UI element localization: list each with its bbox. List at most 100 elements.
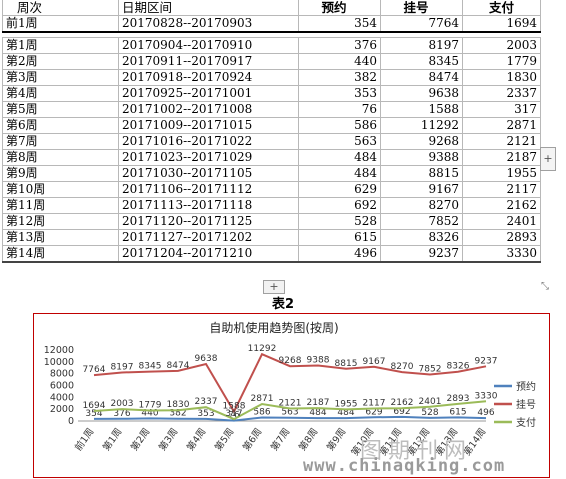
cell-date-range: 20170918--20170924 xyxy=(118,69,299,86)
data-label: 7852 xyxy=(419,365,442,375)
cell-date-range: 20171002--20171008 xyxy=(118,101,299,118)
cell-registration: 8197 xyxy=(380,37,463,54)
data-label: 9237 xyxy=(475,356,498,366)
data-label: 528 xyxy=(421,408,438,418)
data-label: 484 xyxy=(337,408,354,418)
cell-week: 第12周 xyxy=(2,213,119,230)
table-resize-handle[interactable]: ⤡ xyxy=(541,281,549,292)
data-label: 376 xyxy=(113,409,130,419)
table-header-row: 周次 日期区间 预约 挂号 支付 xyxy=(2,0,541,16)
cell-week: 第11周 xyxy=(2,197,119,214)
cell-appointment: 496 xyxy=(298,245,381,263)
data-label: 586 xyxy=(253,408,270,418)
cell-date-range: 20171120--20171125 xyxy=(118,213,299,230)
legend-label: 预约 xyxy=(516,380,536,393)
data-label: 2162 xyxy=(391,398,414,408)
cell-appointment: 484 xyxy=(298,149,381,166)
cell-registration: 7852 xyxy=(380,213,463,230)
cell-week: 第13周 xyxy=(2,229,119,246)
y-tick-label: 8000 xyxy=(50,369,74,380)
table-row: 第1周 20170904--20170910 376 8197 2003 xyxy=(2,37,541,54)
data-label: 317 xyxy=(225,409,242,419)
cell-registration: 9638 xyxy=(380,85,463,102)
cell-week: 第5周 xyxy=(2,101,119,118)
cell-registration: 11292 xyxy=(380,117,463,134)
data-label: 484 xyxy=(309,408,326,418)
data-label: 629 xyxy=(365,407,382,417)
y-tick-label: 6000 xyxy=(50,381,74,392)
x-tick-label: 第6周 xyxy=(240,426,264,453)
table-row: 第12周 20171120--20171125 528 7852 2401 xyxy=(2,213,541,230)
data-label: 2871 xyxy=(251,394,274,404)
table-row: 第8周 20171023--20171029 484 9388 2187 xyxy=(2,149,541,166)
cell-payment: 1830 xyxy=(462,69,541,86)
table-row: 第14周 20171204--20171210 496 9237 3330 xyxy=(2,245,541,263)
header-registration: 挂号 xyxy=(380,0,463,16)
cell-registration: 9167 xyxy=(380,181,463,198)
cell-week: 第7周 xyxy=(2,133,119,150)
cell-date-range: 20170904--20170910 xyxy=(118,37,299,54)
cell-payment: 2337 xyxy=(462,85,541,102)
cell-registration: 7764 xyxy=(380,15,463,33)
table-row: 第6周 20171009--20171015 586 11292 2871 xyxy=(2,117,541,134)
data-label: 1588 xyxy=(223,402,246,412)
cell-payment: 2121 xyxy=(462,133,541,150)
data-label: 8270 xyxy=(391,362,414,372)
y-tick-label: 0 xyxy=(68,416,74,427)
y-tick-label: 4000 xyxy=(50,392,74,403)
x-tick-label: 第2周 xyxy=(128,426,152,453)
cell-appointment: 484 xyxy=(298,165,381,182)
cell-payment: 317 xyxy=(462,101,541,118)
add-column-button[interactable]: + xyxy=(540,147,556,171)
data-label: 563 xyxy=(281,408,298,418)
cell-registration: 9388 xyxy=(380,149,463,166)
cell-date-range: 20171106--20171112 xyxy=(118,181,299,198)
data-label: 9388 xyxy=(307,355,330,365)
data-label: 1955 xyxy=(335,399,358,409)
trend-chart-frame: 自助机使用趋势图(按周) 0 2000 4000 6000 8000 10000 12000 前… xyxy=(33,313,550,478)
data-label: 354 xyxy=(85,409,102,419)
cell-date-range: 20171009--20171015 xyxy=(118,117,299,134)
x-tick-label: 第8周 xyxy=(296,426,320,453)
data-label: 382 xyxy=(169,409,186,419)
data-label: 2117 xyxy=(363,398,386,408)
cell-appointment: 615 xyxy=(298,229,381,246)
data-label: 1830 xyxy=(167,400,190,410)
cell-week: 第6周 xyxy=(2,117,119,134)
cell-appointment: 382 xyxy=(298,69,381,86)
data-label: 1694 xyxy=(83,401,106,411)
table-row: 第7周 20171016--20171022 563 9268 2121 xyxy=(2,133,541,150)
cell-appointment: 354 xyxy=(298,15,381,33)
cell-payment: 1955 xyxy=(462,165,541,182)
data-label: 2337 xyxy=(195,397,218,407)
data-label: 2187 xyxy=(307,398,330,408)
table-row: 第9周 20171030--20171105 484 8815 1955 xyxy=(2,165,541,182)
data-label: 2121 xyxy=(279,398,302,408)
add-row-button[interactable]: + xyxy=(263,280,285,294)
cell-week: 第8周 xyxy=(2,149,119,166)
watermark-cn: 图期刊网 xyxy=(360,439,473,464)
data-label: 11292 xyxy=(248,344,277,354)
cell-appointment: 629 xyxy=(298,181,381,198)
cell-week: 第14周 xyxy=(2,245,119,263)
cell-date-range: 20170828--20170903 xyxy=(118,15,299,33)
cell-appointment: 528 xyxy=(298,213,381,230)
cell-week: 第3周 xyxy=(2,69,119,86)
y-tick-label: 2000 xyxy=(50,404,74,415)
table-body: 第1周 20170904--20170910 376 8197 2003 第2周 20170… xyxy=(2,37,541,263)
cell-registration: 8326 xyxy=(380,229,463,246)
cell-registration: 8815 xyxy=(380,165,463,182)
cell-date-range: 20171204--20171210 xyxy=(118,245,299,263)
x-tick-label: 第9周 xyxy=(324,426,348,453)
x-tick-label: 第3周 xyxy=(156,426,180,453)
cell-date-range: 20171030--20171105 xyxy=(118,165,299,182)
cell-appointment: 76 xyxy=(298,101,381,118)
data-label: 353 xyxy=(197,409,214,419)
x-tick-label: 第4周 xyxy=(184,426,208,453)
data-label: 615 xyxy=(449,407,466,417)
cell-week: 第1周 xyxy=(2,37,119,54)
x-tick-label: 第5周 xyxy=(212,426,236,453)
cell-week: 第4周 xyxy=(2,85,119,102)
data-label: 8815 xyxy=(335,359,358,369)
